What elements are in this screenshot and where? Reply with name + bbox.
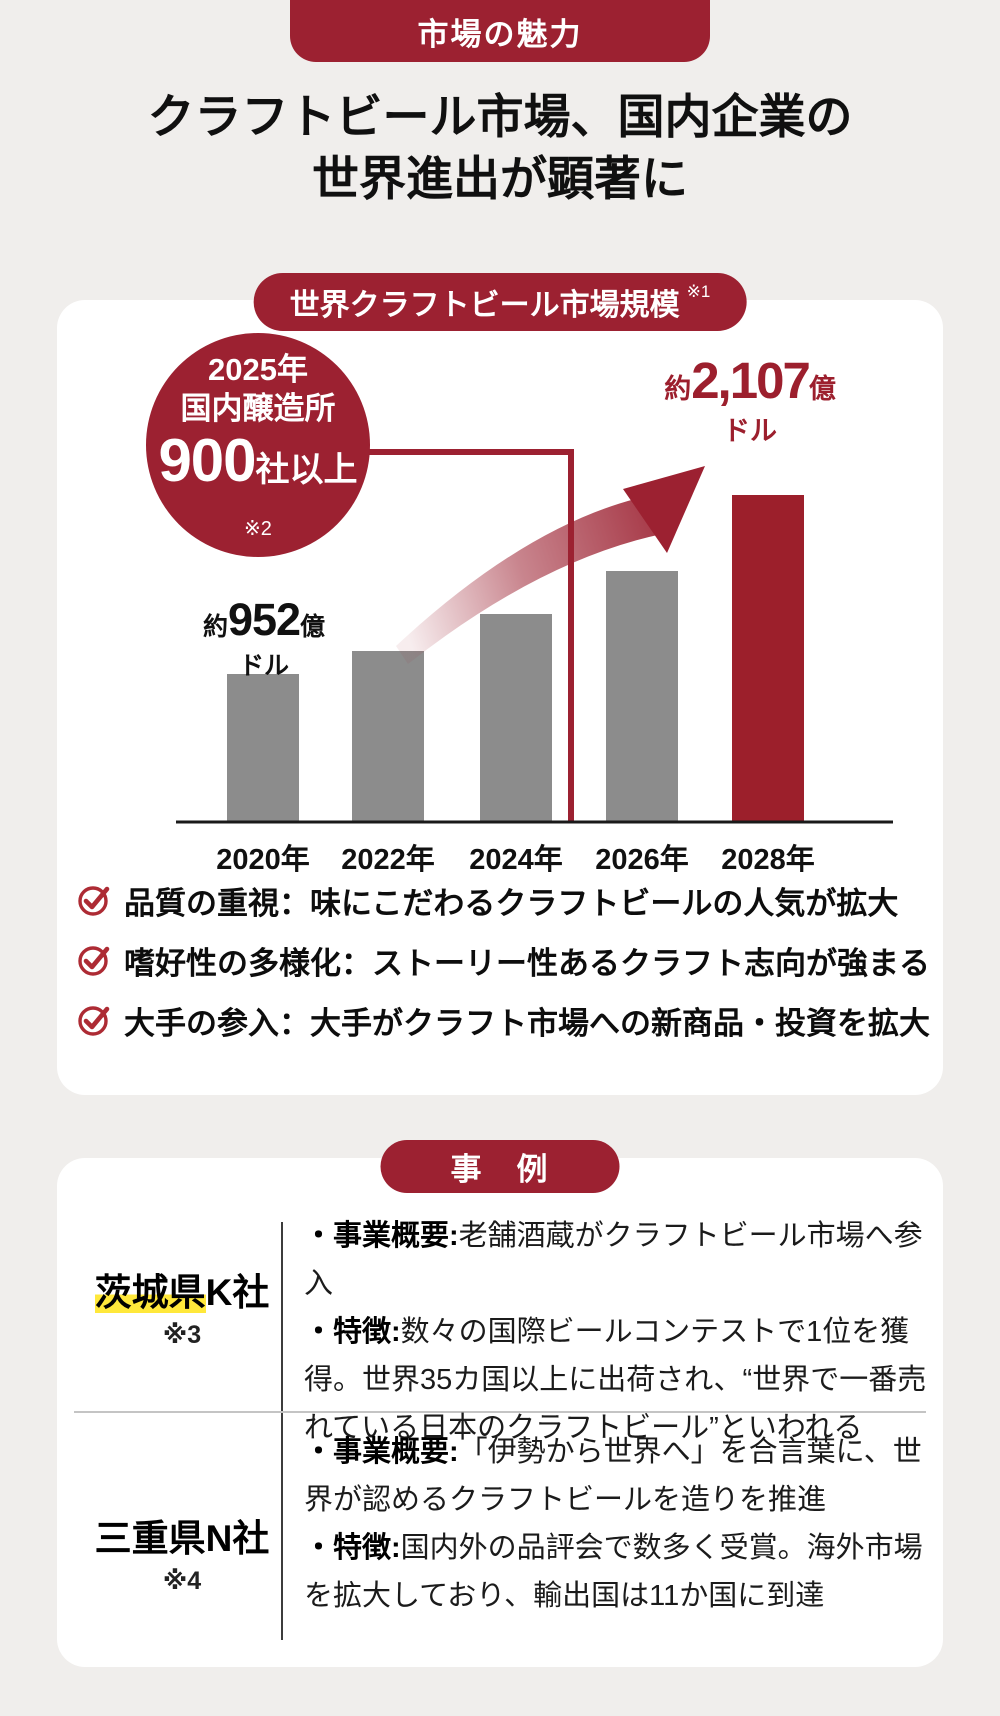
x-tick-2020: 2020年 bbox=[216, 844, 310, 876]
label-2107-unit: 億 bbox=[808, 374, 836, 404]
case-1-name: 茨城県K社 bbox=[70, 1262, 294, 1316]
label-952-unit2: ドル bbox=[238, 652, 289, 680]
case-item-text: 国内外の品評会で数多く受賞。海外市場を拡大しており、輸出国は11か国に到達 bbox=[304, 1532, 923, 1612]
bar-2020年 bbox=[227, 674, 299, 822]
bullet-text: ストーリー性あるクラフト志向が強まる bbox=[372, 945, 930, 981]
bar-2026年 bbox=[606, 571, 678, 822]
bullet-label: 嗜好性の多様化： bbox=[124, 945, 372, 981]
value-label-2020: 約952億 ドル bbox=[158, 597, 370, 682]
label-2107-number: 2,107 bbox=[691, 352, 811, 409]
cases-horizontal-divider bbox=[74, 1411, 926, 1413]
label-952-unit: 億 bbox=[300, 613, 326, 641]
circle-line3: 900社以上 bbox=[158, 426, 358, 508]
cases-title-badge: 事 例 bbox=[380, 1140, 620, 1193]
check-circle-icon bbox=[78, 1006, 110, 1036]
page-title: クラフトビール市場、国内企業の 世界進出が顕著に bbox=[0, 86, 1000, 210]
case-item-text: 数々の国際ビールコンテストで1位を獲得。世界35カ国以上に出荷され、“世界で一番… bbox=[304, 1316, 927, 1444]
case-2-footnote: ※4 bbox=[162, 1567, 202, 1595]
cases-vertical-divider bbox=[281, 1222, 283, 1640]
case-1-name-rest: K社 bbox=[205, 1272, 270, 1313]
case-1-description: ・事業概要:老舗酒蔵がクラフトビール市場へ参入 ・特徴:数々の国際ビールコンテス… bbox=[304, 1212, 934, 1452]
header-badge: 市場の魅力 bbox=[290, 0, 710, 62]
cases-title-text: 事 例 bbox=[450, 1152, 550, 1187]
circle-line1: 2025年 bbox=[208, 351, 308, 387]
x-tick-2028: 2028年 bbox=[721, 844, 815, 876]
chart-title-note: ※1 bbox=[686, 282, 711, 301]
case-1-footnote: ※3 bbox=[162, 1321, 202, 1349]
x-tick-2024: 2024年 bbox=[469, 844, 563, 876]
circle-big-number: 900 bbox=[158, 426, 256, 494]
bullet-label: 品質の重視： bbox=[124, 885, 310, 921]
bullet-text: 大手がクラフト市場への新商品・投資を拡大 bbox=[310, 1005, 930, 1041]
bullet-text: 味にこだわるクラフトビールの人気が拡大 bbox=[310, 885, 899, 921]
bullet-quality: 品質の重視： 味にこだわるクラフトビールの人気が拡大 bbox=[76, 880, 936, 921]
label-2107-prefix: 約 bbox=[664, 374, 692, 404]
breweries-annotation-circle: 2025年 国内醸造所 900社以上 ※2 bbox=[146, 333, 370, 557]
page-title-line2: 世界進出が顕著に bbox=[312, 152, 688, 205]
case-2-item-features: ・特徴:国内外の品評会で数多く受賞。海外市場を拡大しており、輸出国は11か国に到… bbox=[304, 1524, 934, 1620]
circle-footnote: ※2 bbox=[244, 517, 272, 540]
case-2-name: 三重県N社 bbox=[70, 1508, 294, 1562]
case-1-item-overview: ・事業概要:老舗酒蔵がクラフトビール市場へ参入 bbox=[304, 1212, 934, 1308]
label-952-prefix: 約 bbox=[202, 613, 228, 641]
case-item-label: ・特徴: bbox=[304, 1316, 401, 1348]
case-item-label: ・事業概要: bbox=[304, 1436, 459, 1468]
circle-big-suffix: 社以上 bbox=[255, 450, 358, 489]
check-circle-icon bbox=[78, 886, 110, 916]
x-tick-2022: 2022年 bbox=[341, 844, 435, 876]
case-2-name-rest: 三重県N社 bbox=[94, 1518, 270, 1559]
case-item-label: ・特徴: bbox=[304, 1532, 401, 1564]
chart-title-badge: 世界クラフトビール市場規模 ※1 bbox=[253, 273, 747, 331]
bullet-diversity: 嗜好性の多様化： ストーリー性あるクラフト志向が強まる bbox=[76, 940, 936, 981]
bar-2024年 bbox=[480, 614, 552, 822]
label-2107-unit2: ドル bbox=[723, 416, 777, 446]
label-952-number: 952 bbox=[227, 594, 301, 645]
case-1-item-features: ・特徴:数々の国際ビールコンテストで1位を獲得。世界35カ国以上に出荷され、“世… bbox=[304, 1308, 934, 1452]
x-tick-2026: 2026年 bbox=[595, 844, 689, 876]
check-circle-icon bbox=[78, 946, 110, 976]
bar-2028年 bbox=[732, 495, 804, 822]
market-bullet-list: 品質の重視： 味にこだわるクラフトビールの人気が拡大 嗜好性の多様化： ストーリー性… bbox=[76, 880, 936, 1060]
bullet-label: 大手の参入： bbox=[124, 1005, 310, 1041]
circle-line2: 国内醸造所 bbox=[180, 390, 336, 426]
header-badge-label: 市場の魅力 bbox=[417, 16, 583, 52]
case-item-text: 「伊勢から世界へ」を合言葉に、世界が認めるクラフトビールを造りを推進 bbox=[304, 1436, 922, 1516]
value-label-2028: 約2,107億 ドル bbox=[634, 355, 866, 448]
case-item-label: ・事業概要: bbox=[304, 1220, 459, 1252]
case-2-item-overview: ・事業概要:「伊勢から世界へ」を合言葉に、世界が認めるクラフトビールを造りを推進 bbox=[304, 1428, 934, 1524]
case-item-text: 老舗酒蔵がクラフトビール市場へ参入 bbox=[304, 1220, 923, 1300]
bullet-majors: 大手の参入： 大手がクラフト市場への新商品・投資を拡大 bbox=[76, 1000, 936, 1041]
case-2-description: ・事業概要:「伊勢から世界へ」を合言葉に、世界が認めるクラフトビールを造りを推進… bbox=[304, 1428, 934, 1620]
case-1-name-highlight: 茨城県 bbox=[94, 1272, 206, 1313]
page-title-line1: クラフトビール市場、国内企業の bbox=[147, 90, 853, 143]
chart-title-text: 世界クラフトビール市場規模 bbox=[289, 289, 680, 322]
